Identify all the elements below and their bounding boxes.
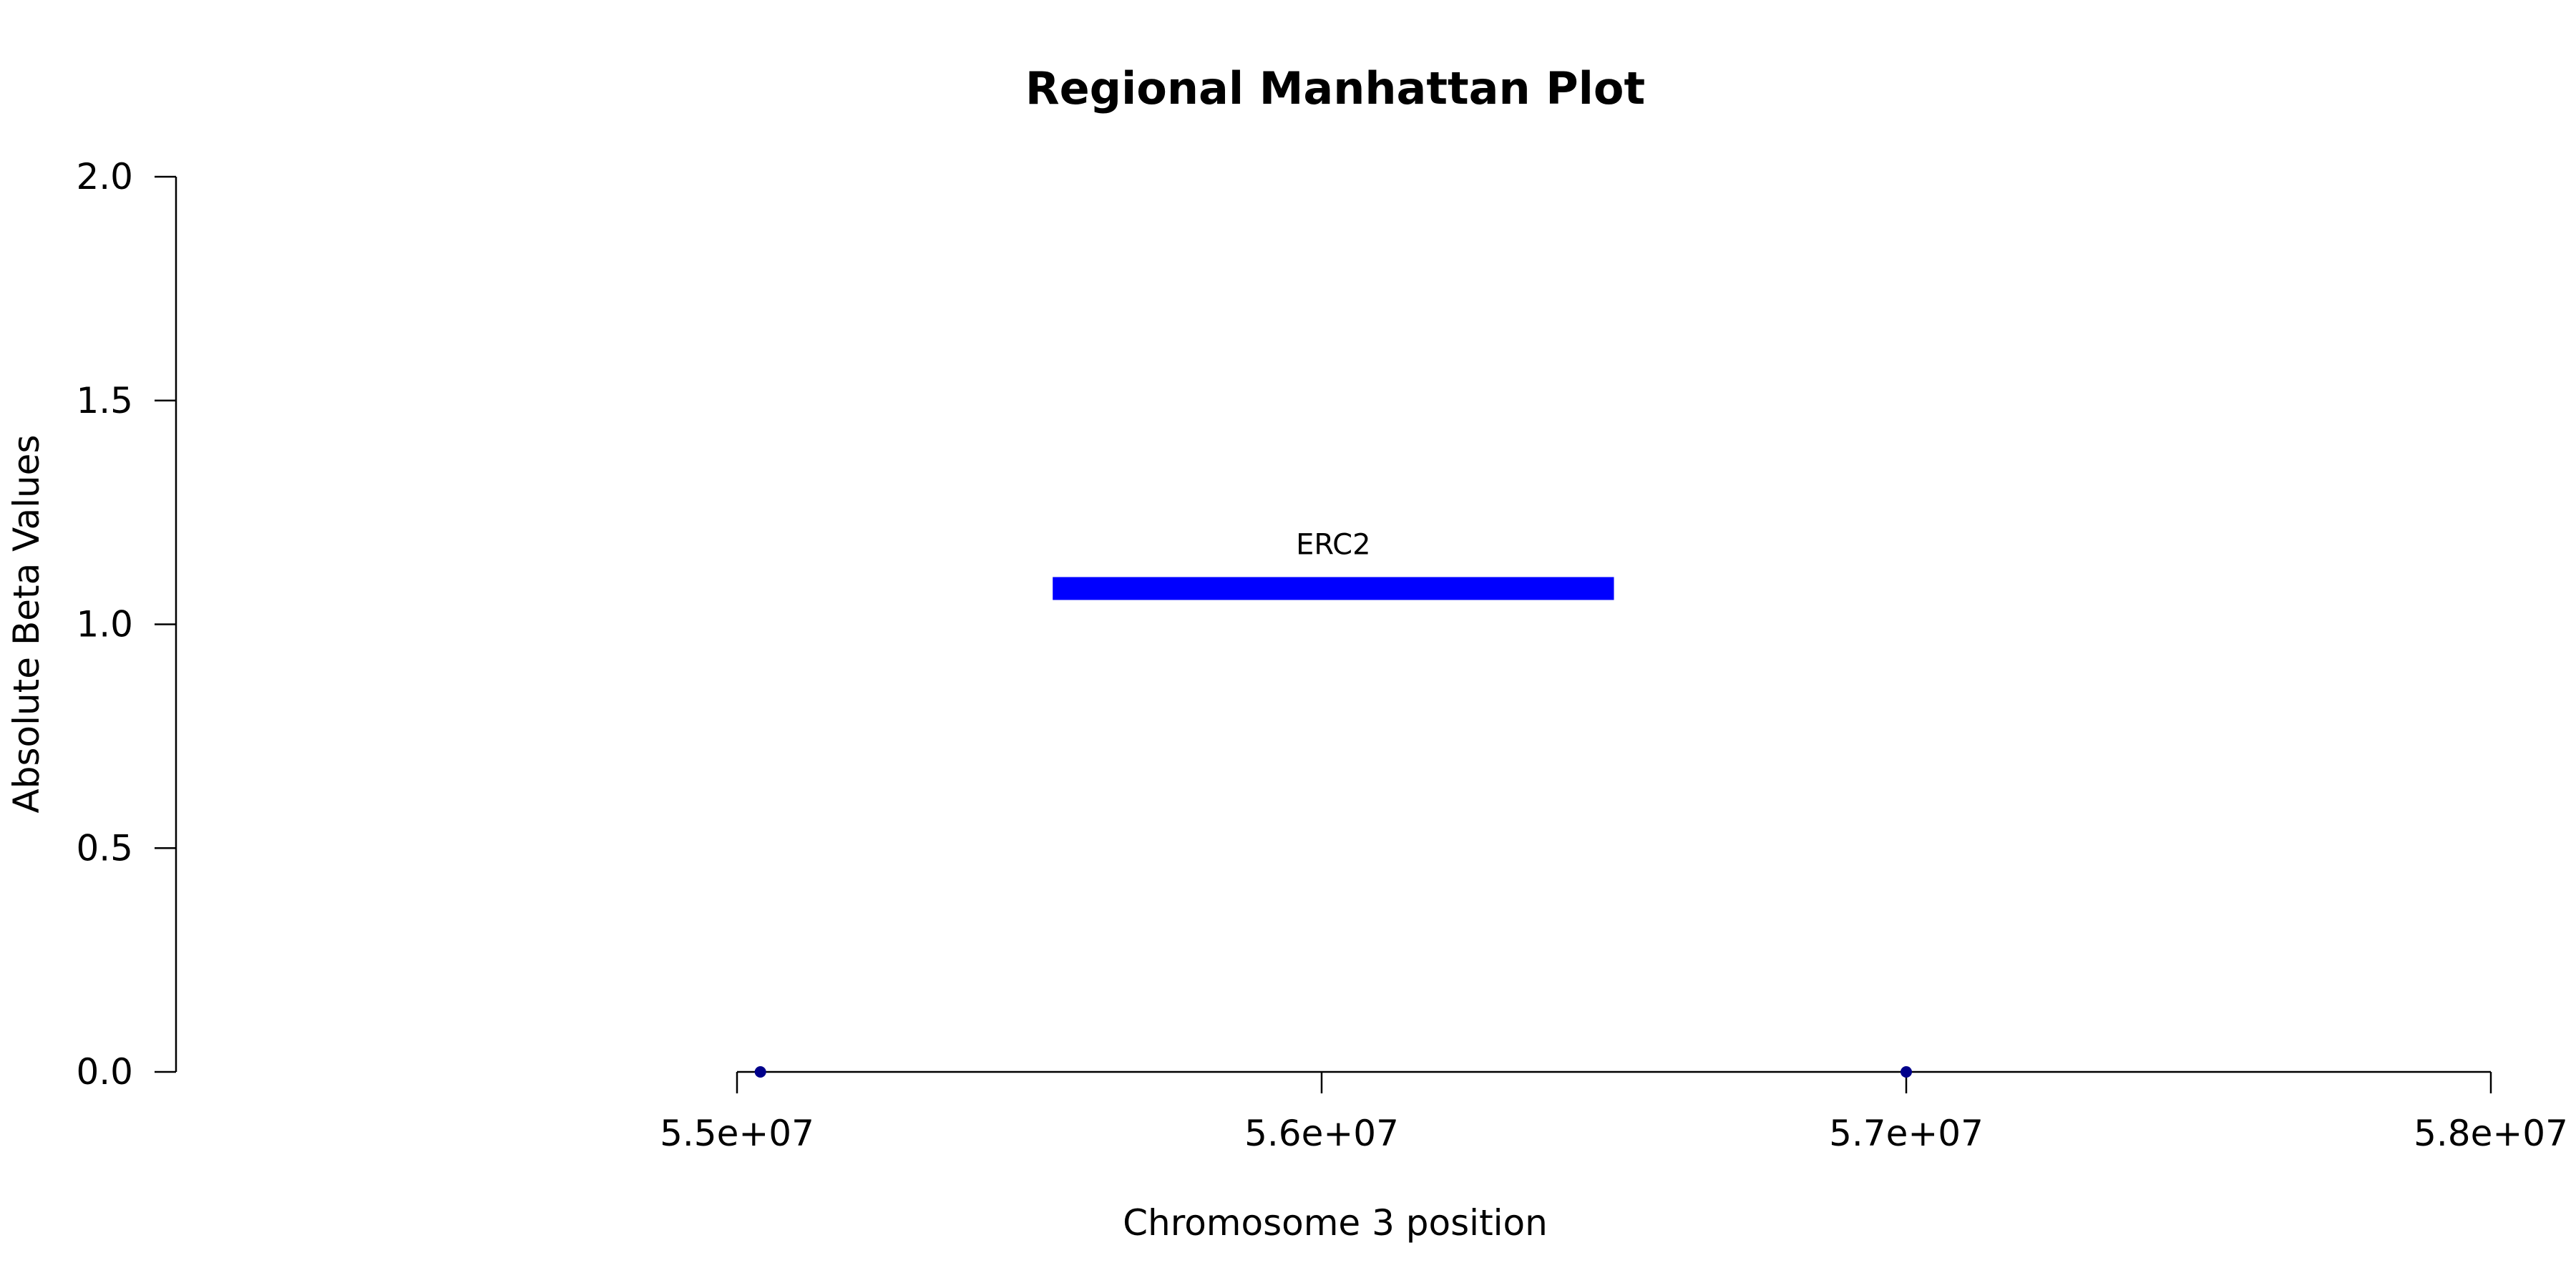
x-axis-label: Chromosome 3 position	[1123, 1202, 1548, 1244]
chart-title: Regional Manhattan Plot	[1025, 62, 1645, 114]
gene-track: ERC2	[1053, 528, 1614, 600]
data-point	[1901, 1066, 1912, 1078]
x-tick-label: 5.8e+07	[2414, 1113, 2568, 1154]
gene-bar	[1053, 577, 1614, 600]
x-axis: 5.5e+07 5.6e+07 5.7e+07 5.8e+07	[660, 1070, 2568, 1154]
y-tick-label: 0.0	[76, 1051, 133, 1093]
y-axis-label: Absolute Beta Values	[6, 435, 47, 814]
x-tick-label: 5.6e+07	[1244, 1113, 1399, 1154]
data-points	[754, 1066, 1912, 1078]
y-tick-label: 2.0	[76, 156, 133, 197]
x-tick-label: 5.7e+07	[1829, 1113, 1984, 1154]
y-tick-label: 0.5	[76, 827, 133, 869]
y-tick-label: 1.5	[76, 380, 133, 421]
gene-label: ERC2	[1296, 528, 1370, 561]
y-axis: 0.0 0.5 1.0 1.5 2.0	[76, 156, 177, 1093]
data-point	[754, 1066, 766, 1078]
x-tick-label: 5.5e+07	[660, 1113, 814, 1154]
y-tick-label: 1.0	[76, 604, 133, 645]
